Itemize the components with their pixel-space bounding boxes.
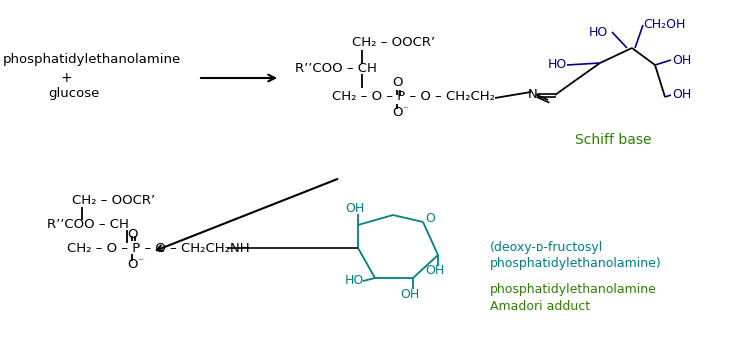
Text: ⁻: ⁻ [137,257,143,267]
Text: glucose: glucose [48,88,99,101]
Text: CH₂ – O – P – O – CH₂CH₂: CH₂ – O – P – O – CH₂CH₂ [332,90,495,104]
Text: R’’COO – CH: R’’COO – CH [47,217,129,230]
Text: OH: OH [426,265,445,277]
Text: CH₂OH: CH₂OH [643,18,686,31]
Text: O: O [127,258,137,270]
Text: O: O [127,228,137,240]
Text: OH: OH [672,53,691,67]
Text: CH₂ – O – P – O – CH₂CH₂NH: CH₂ – O – P – O – CH₂CH₂NH [67,242,250,254]
Text: phosphatidylethanolamine): phosphatidylethanolamine) [490,258,662,270]
Text: phosphatidylethanolamine: phosphatidylethanolamine [3,53,181,67]
Text: R’’COO – CH: R’’COO – CH [295,61,377,74]
Text: HO: HO [589,25,608,38]
Text: phosphatidylethanolamine: phosphatidylethanolamine [490,283,657,297]
Text: Schiff base: Schiff base [575,133,651,147]
Text: HO: HO [345,275,364,288]
Text: CH₂ – OOCR’: CH₂ – OOCR’ [72,193,155,207]
Text: O: O [425,213,435,225]
Text: O: O [392,105,402,119]
Text: ⁻: ⁻ [402,105,408,115]
Text: OH: OH [400,288,420,300]
Text: +: + [60,71,72,85]
Text: (deoxy-ᴅ-fructosyl: (deoxy-ᴅ-fructosyl [490,242,603,254]
Text: HO: HO [548,59,567,72]
Text: O: O [392,76,402,89]
Text: CH₂ – OOCR’: CH₂ – OOCR’ [352,36,435,49]
Text: OH: OH [346,202,365,215]
Text: OH: OH [672,89,691,102]
Text: Amadori adduct: Amadori adduct [490,299,590,312]
Text: N: N [528,89,538,102]
